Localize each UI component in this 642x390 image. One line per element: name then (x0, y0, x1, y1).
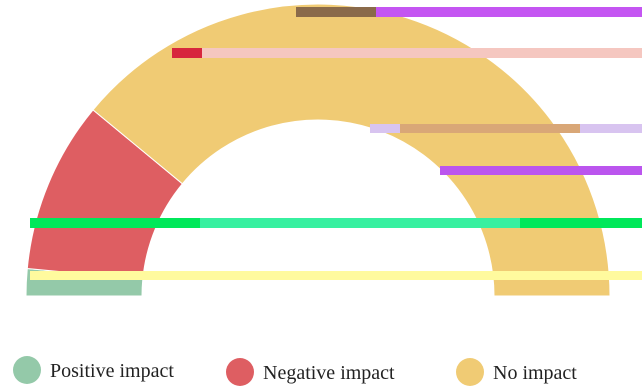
donut-slices (25, 3, 611, 297)
legend-item-no-impact: No impact (456, 358, 577, 386)
artifact-band (296, 7, 376, 17)
legend: Positive impact Negative impact No impac… (13, 356, 577, 386)
legend-label-no-impact: No impact (493, 362, 577, 384)
legend-swatch-no-impact (456, 358, 484, 386)
artifact-band (30, 271, 642, 280)
artifact-band (200, 218, 520, 228)
legend-item-positive: Positive impact (13, 356, 174, 384)
artifact-band (296, 7, 642, 17)
legend-label-positive: Positive impact (50, 360, 174, 382)
legend-swatch-negative (226, 358, 254, 386)
legend-item-negative: Negative impact (226, 358, 395, 386)
artifact-bands (30, 7, 642, 280)
artifact-band (172, 48, 642, 58)
legend-label-negative: Negative impact (263, 362, 395, 384)
slice-no-impact (92, 3, 611, 297)
legend-swatch-positive (13, 356, 41, 384)
artifact-band (440, 166, 642, 175)
artifact-band (400, 124, 580, 133)
artifact-band (172, 48, 202, 58)
